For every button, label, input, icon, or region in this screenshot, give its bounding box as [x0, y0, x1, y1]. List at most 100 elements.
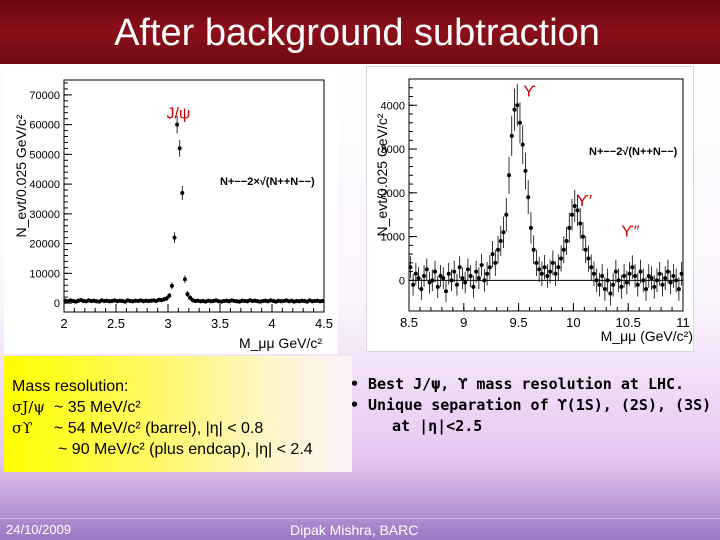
data-point: [575, 208, 580, 213]
x-tick-label: 3: [164, 316, 171, 331]
slide-title: After background subtraction: [114, 12, 600, 54]
data-point: [649, 276, 654, 281]
data-point: [438, 273, 443, 278]
data-point: [570, 212, 575, 217]
plot-frame: [63, 79, 325, 313]
data-point: [663, 276, 668, 281]
data-point: [561, 247, 566, 252]
data-point: [654, 278, 659, 283]
data-point: [441, 276, 446, 281]
data-point: [517, 120, 522, 125]
x-tick-label: 3.5: [211, 316, 229, 331]
data-point: [616, 278, 621, 283]
x-tick-label: 2.5: [107, 316, 125, 331]
data-point: [463, 280, 468, 285]
y-tick-label: 0: [54, 298, 60, 310]
data-point: [479, 263, 484, 268]
data-point: [531, 247, 536, 252]
data-point: [635, 282, 640, 287]
data-point: [413, 271, 418, 276]
data-point: [188, 295, 193, 300]
data-point: [501, 230, 506, 235]
legend-entry: N+−−2√(N++N−−): [589, 146, 678, 158]
data-point: [602, 287, 607, 292]
data-point: [435, 284, 440, 289]
data-point: [419, 287, 424, 292]
data-point: [597, 282, 602, 287]
x-axis-label: M_μμ GeV/c²: [239, 335, 322, 351]
x-tick-label: 4: [268, 316, 275, 331]
data-point: [164, 296, 169, 301]
data-point: [676, 287, 681, 292]
data-point: [471, 284, 476, 289]
data-point: [542, 265, 547, 270]
data-point: [169, 283, 174, 288]
data-point: [679, 271, 684, 276]
summary-item-2-continued: at |η|<2.5: [392, 417, 483, 435]
data-point: [671, 273, 676, 278]
data-point: [619, 284, 624, 289]
data-point: [498, 238, 503, 243]
data-point: [622, 273, 627, 278]
x-tick-label: 9.5: [510, 315, 528, 330]
data-point: [528, 225, 533, 230]
data-point: [594, 278, 599, 283]
data-point: [550, 260, 555, 265]
upsilon-endcap-row: ~ 90 MeV/c² (plus endcap), |η| < 2.4: [12, 439, 352, 460]
data-point: [449, 278, 454, 283]
data-point: [665, 269, 670, 274]
data-point: [630, 265, 635, 270]
data-point: [526, 195, 531, 200]
title-bar: After background subtraction: [0, 0, 720, 64]
data-point: [539, 271, 544, 276]
data-point: [460, 276, 465, 281]
data-point: [443, 289, 448, 294]
data-point: [578, 221, 583, 226]
data-point: [534, 260, 539, 265]
upsilon-chart-panel: 8.5 9 9.5 10 10.5 11 0 1000 2000 3000 4000 M_μμ (Ge…: [366, 66, 694, 352]
y-tick-label: 60000: [29, 120, 60, 132]
data-point: [674, 278, 679, 283]
data-point: [638, 269, 643, 274]
data-point: [320, 298, 325, 303]
data-point: [548, 269, 553, 274]
data-point: [624, 280, 629, 285]
x-tick-label: 9: [460, 315, 467, 330]
data-point: [627, 271, 632, 276]
data-point: [433, 269, 438, 274]
data-point: [422, 273, 427, 278]
data-point: [427, 280, 432, 285]
data-point: [411, 282, 416, 287]
data-point: [482, 278, 487, 283]
jpsi-chart: 2 2.5 3 3.5 4 4.5 0 10000 20000 30000 40000 50000 60…: [13, 79, 333, 351]
data-point: [660, 282, 665, 287]
y-axis-label: N_evt/0.025 GeV/c²: [374, 113, 390, 236]
data-point: [572, 203, 577, 208]
data-point: [633, 273, 638, 278]
data-point: [515, 103, 520, 108]
data-point: [556, 265, 561, 270]
legend-entry: N+−−2×√(N++N−−): [220, 176, 315, 188]
y-axis-label: N_evt/0.025 GeV/c²: [13, 114, 29, 237]
data-point: [175, 122, 180, 127]
data-point: [485, 271, 490, 276]
data-point: [600, 273, 605, 278]
data-point: [424, 267, 429, 272]
data-point: [611, 282, 616, 287]
data-point: [504, 212, 509, 217]
data-point: [520, 142, 525, 147]
data-point: [180, 191, 185, 196]
data-point: [657, 271, 662, 276]
data-point: [408, 265, 413, 270]
data-point: [567, 225, 572, 230]
data-point: [509, 133, 514, 138]
jpsi-chart-panel: 2 2.5 3 3.5 4 4.5 0 10000 20000 30000 40000 50000 60…: [4, 68, 338, 354]
data-point: [416, 276, 421, 281]
data-point: [537, 267, 542, 272]
data-point: [591, 271, 596, 276]
data-point: [646, 273, 651, 278]
data-point: [586, 256, 591, 261]
mass-resolution-box: Mass resolution: σJ/ψ ~ 35 MeV/c² σϒ ~ 5…: [4, 356, 352, 472]
y-tick-label: 30000: [29, 209, 60, 221]
data-point: [641, 278, 646, 283]
